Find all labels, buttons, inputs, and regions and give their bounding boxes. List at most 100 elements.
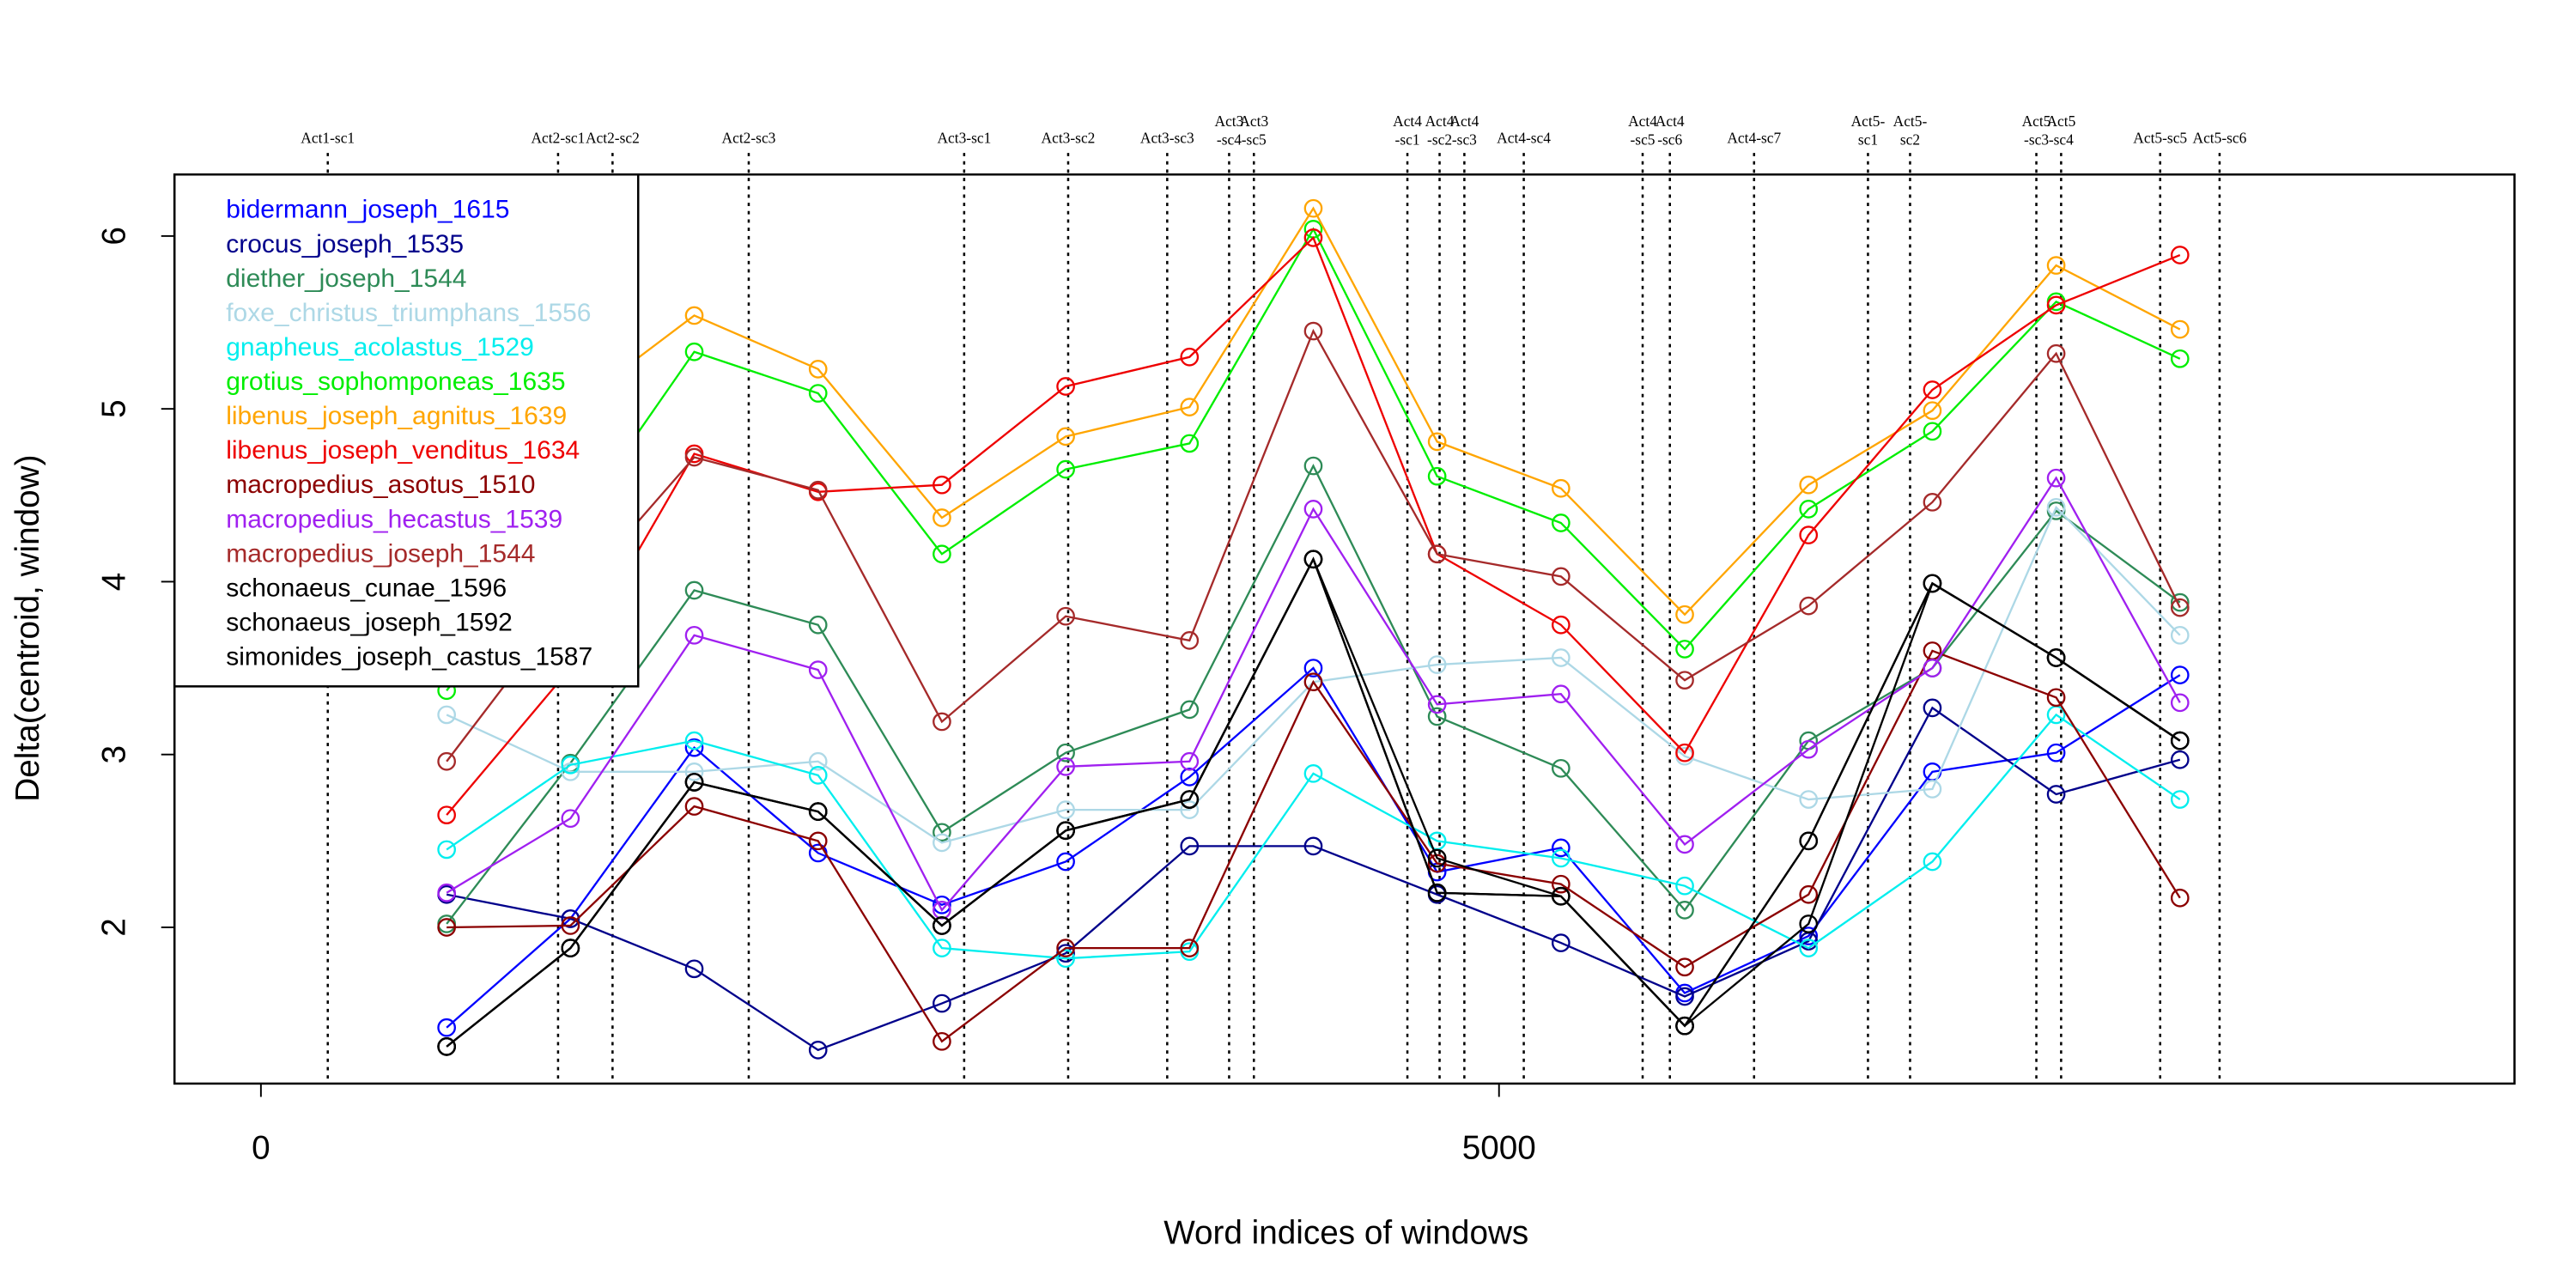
scene-label: Act5 -sc4 [2046,112,2075,148]
series-line [446,713,2181,960]
data-point [437,918,456,937]
data-point [1056,377,1075,396]
data-point [1180,631,1200,650]
data-point [437,1018,456,1037]
scene-label: Act4 -sc1 [1393,112,1422,148]
data-point [1923,380,1942,399]
data-point [1923,422,1942,441]
data-point [561,762,580,781]
data-point [808,480,828,500]
data-point [2170,246,2190,264]
data-point [1427,854,1447,873]
data-point [1799,475,1819,495]
data-point [933,895,951,914]
data-point [1552,648,1571,667]
data-point [437,805,456,824]
data-point [684,797,704,816]
data-point [2046,295,2066,315]
scene-label: Act4 -sc2 [1425,112,1455,148]
legend-entry: gnapheus_acolastus_1529 [226,333,534,361]
legend-entry: schonaeus_cunae_1596 [226,574,507,602]
data-point [1799,596,1819,616]
y-tick-label: 5 [96,399,133,418]
data-point [1303,198,1323,218]
x-axis-label: Word indices of windows [1163,1214,1528,1251]
data-point [1552,874,1571,894]
data-point [1552,886,1571,906]
scene-label: Act5-sc5 [2133,130,2187,147]
data-point [1923,698,1942,718]
series-line [446,556,2181,1048]
data-point [1675,640,1694,659]
data-point [1180,751,1200,771]
x-tick-label: 0 [252,1130,270,1167]
data-point [933,823,951,842]
legend-entry: foxe_christus_triumphans_1556 [226,299,591,327]
y-tick-label: 3 [96,745,133,764]
data-point [1303,672,1323,692]
data-point [1180,398,1200,416]
data-point [1552,933,1571,952]
data-point [2170,598,2190,617]
data-point [1180,768,1200,787]
scene-label: Act5-sc2 [1893,112,1928,148]
data-point [1675,1016,1694,1036]
y-tick-label: 6 [96,227,133,246]
data-point [2046,648,2066,667]
y-axis-label: Delta(centroid, window) [9,454,46,801]
data-point [1056,427,1075,447]
data-point [1552,758,1571,778]
data-point [2170,319,2190,339]
data-point [808,1041,828,1060]
data-point [1427,466,1447,486]
data-point [684,731,704,750]
legend-entry: libenus_joseph_venditus_1634 [226,436,580,465]
data-point [684,342,704,361]
data-point [1180,939,1200,957]
data-point [1799,927,1819,945]
scene-label: Act5-sc6 [2193,130,2247,147]
series-line [446,328,2181,762]
legend-entry: grotius_sophomponeas_1635 [226,368,565,396]
data-point [2170,665,2190,684]
legend-entry: simonides_joseph_castus_1587 [226,643,592,671]
data-point [2170,349,2190,368]
data-point [2046,498,2066,517]
data-point [684,738,704,757]
data-point [684,447,704,467]
data-point [684,306,704,325]
data-point [1303,836,1323,856]
data-point [437,1037,456,1056]
data-point [1303,659,1323,677]
series-line [446,556,2181,1048]
series-line [446,706,2181,1052]
data-point [1799,914,1819,933]
data-point [933,475,951,495]
data-point [1303,321,1323,341]
data-point [1303,228,1323,247]
data-point [1675,901,1694,920]
data-point [1427,695,1447,714]
data-point [1303,456,1323,476]
data-point [2046,785,2066,804]
legend-entry: schonaeus_joseph_1592 [226,609,513,637]
data-point [437,840,456,860]
data-point [1675,605,1694,624]
data-point [1056,939,1075,957]
data-point [933,544,951,564]
data-point [1427,655,1447,674]
scene-label: Act3-sc3 [1140,130,1194,147]
data-point [561,755,580,775]
data-point [1180,700,1200,720]
data-point [1180,347,1200,367]
data-point [1303,764,1323,783]
legend-entry: macropedius_hecastus_1539 [226,505,562,533]
data-point [1427,883,1447,902]
data-point [1056,821,1075,841]
data-point [684,625,704,645]
legend-entry: diether_joseph_1544 [226,264,466,293]
scene-label: Act5-sc1 [1851,112,1886,148]
data-point [933,901,951,920]
scene-label: Act4-sc7 [1727,130,1781,147]
